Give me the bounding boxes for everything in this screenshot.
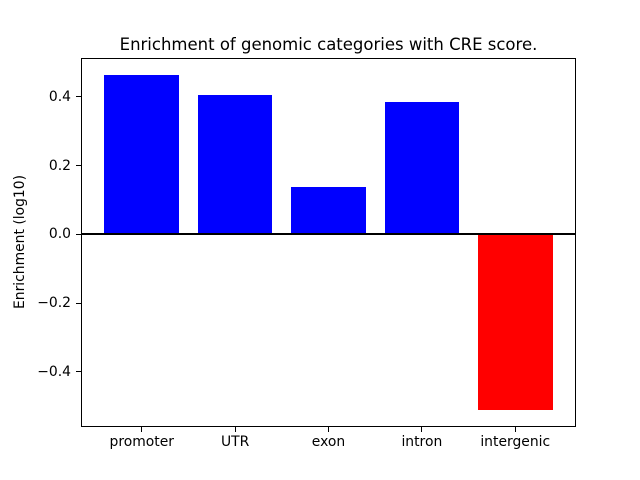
zero-line [82, 233, 575, 236]
y-tick-label: −0.4 [37, 363, 71, 380]
y-tick-mark [76, 233, 81, 235]
x-tick-label-exon: exon [311, 433, 346, 450]
bar-exon [291, 187, 366, 235]
x-tick-label-intergenic: intergenic [480, 433, 551, 450]
y-tick-label: −0.2 [37, 295, 71, 312]
y-tick-mark [76, 302, 81, 304]
chart-title: Enrichment of genomic categories with CR… [119, 35, 538, 54]
x-tick-mark [421, 426, 423, 432]
bar-intron [384, 101, 460, 235]
x-tick-mark [328, 426, 329, 432]
x-tick-label-intron: intron [401, 433, 443, 450]
x-tick-mark [234, 426, 236, 432]
x-tick-label-UTR: UTR [220, 433, 250, 450]
bar-promoter [104, 74, 180, 235]
bar-intergenic [477, 234, 553, 410]
x-tick-mark [141, 426, 143, 432]
y-tick-mark [76, 96, 81, 98]
bar-UTR [197, 95, 273, 235]
y-tick-label: 0.0 [48, 226, 71, 243]
y-tick-label: 0.4 [48, 88, 71, 105]
y-tick-label: 0.2 [48, 157, 71, 174]
y-tick-mark [76, 165, 81, 167]
x-tick-mark [514, 426, 516, 432]
x-tick-label-promoter: promoter [109, 433, 174, 450]
y-tick-mark [76, 371, 81, 373]
plot-area [81, 57, 576, 427]
